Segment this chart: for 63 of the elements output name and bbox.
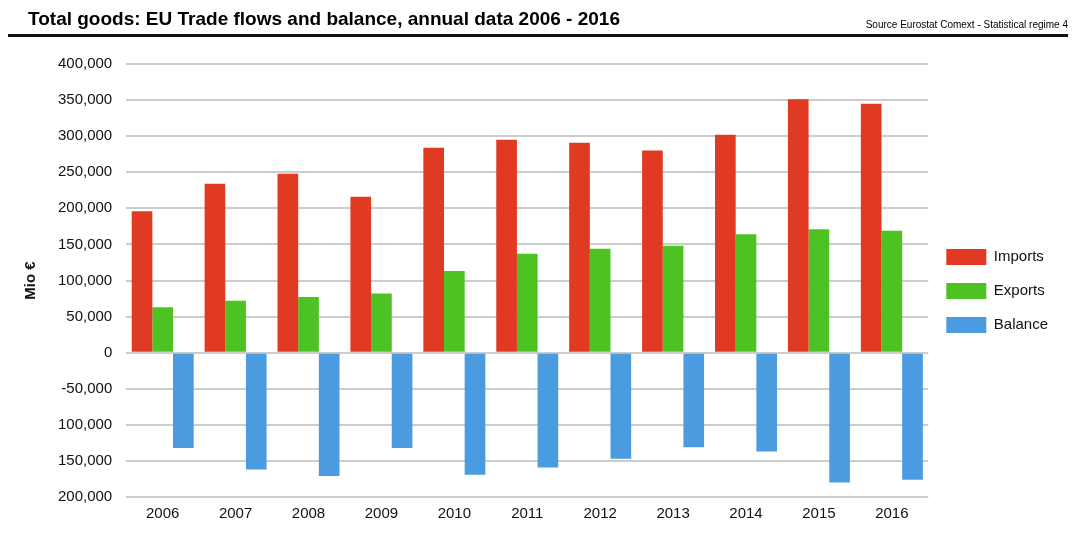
y-tick-label: 350,000 [57, 90, 113, 108]
y-tick-label: 250,000 [57, 162, 113, 180]
bar [662, 245, 684, 352]
bar [516, 253, 538, 352]
chart-title: Total goods: EU Trade flows and balance, annual data 2006 - 2016 [28, 8, 620, 30]
bar [318, 353, 340, 477]
bar [569, 142, 590, 352]
x-tick-label: 2009 [364, 504, 399, 522]
bar [131, 211, 153, 352]
bar [152, 307, 174, 352]
bar [715, 134, 736, 352]
bar [496, 139, 517, 352]
bar [371, 293, 392, 352]
x-tick-label: 2008 [291, 504, 326, 522]
bar [881, 230, 903, 352]
x-tick-label: 2012 [583, 504, 617, 522]
x-tick-label: 2007 [218, 504, 253, 522]
y-tick-label: 150,000 [57, 451, 113, 469]
bar [298, 297, 319, 352]
bar [756, 353, 777, 452]
bar [423, 147, 445, 352]
y-tick-label: 400,000 [57, 54, 113, 72]
bar [589, 248, 611, 352]
y-axis-title: Mio € [21, 260, 39, 300]
y-tick-label: 300,000 [57, 126, 113, 144]
bar [642, 150, 663, 352]
bar [537, 353, 559, 468]
x-tick-label: 2010 [437, 504, 472, 522]
y-tick-label: 150,000 [57, 234, 113, 252]
y-tick-label: 100,000 [57, 270, 113, 288]
x-tick-label: 2016 [875, 504, 909, 522]
bar [464, 353, 486, 475]
bar [683, 353, 705, 448]
bar [173, 353, 194, 448]
bar [444, 271, 465, 352]
legend-label: Exports [993, 281, 1045, 299]
bar [225, 300, 246, 352]
y-tick-label: -50,000 [61, 378, 113, 396]
y-tick-label: 0 [103, 342, 113, 360]
bar [860, 103, 882, 352]
legend-label: Imports [993, 247, 1044, 265]
bar [787, 99, 809, 352]
bar [829, 353, 850, 483]
bar [350, 196, 372, 352]
y-tick-label: 200,000 [57, 198, 113, 216]
bar [902, 353, 923, 480]
x-tick-label: 2015 [802, 504, 836, 522]
x-tick-label: 2011 [511, 504, 544, 522]
bar [277, 173, 299, 352]
x-tick-label: 2014 [729, 504, 763, 522]
bar [391, 353, 413, 448]
legend-label: Balance [993, 315, 1049, 333]
y-tick-label: 100,000 [57, 414, 113, 432]
bar [808, 229, 830, 352]
y-tick-label: 200,000 [57, 487, 113, 505]
y-tick-label: 50,000 [66, 306, 113, 324]
bar [204, 183, 226, 352]
bar [245, 353, 267, 470]
bar [735, 234, 757, 352]
x-tick-label: 2013 [656, 504, 690, 522]
source-note: Source Eurostat Comext - Statistical regime 4 [865, 19, 1068, 30]
bar [610, 353, 632, 459]
x-tick-label: 2006 [145, 504, 180, 522]
